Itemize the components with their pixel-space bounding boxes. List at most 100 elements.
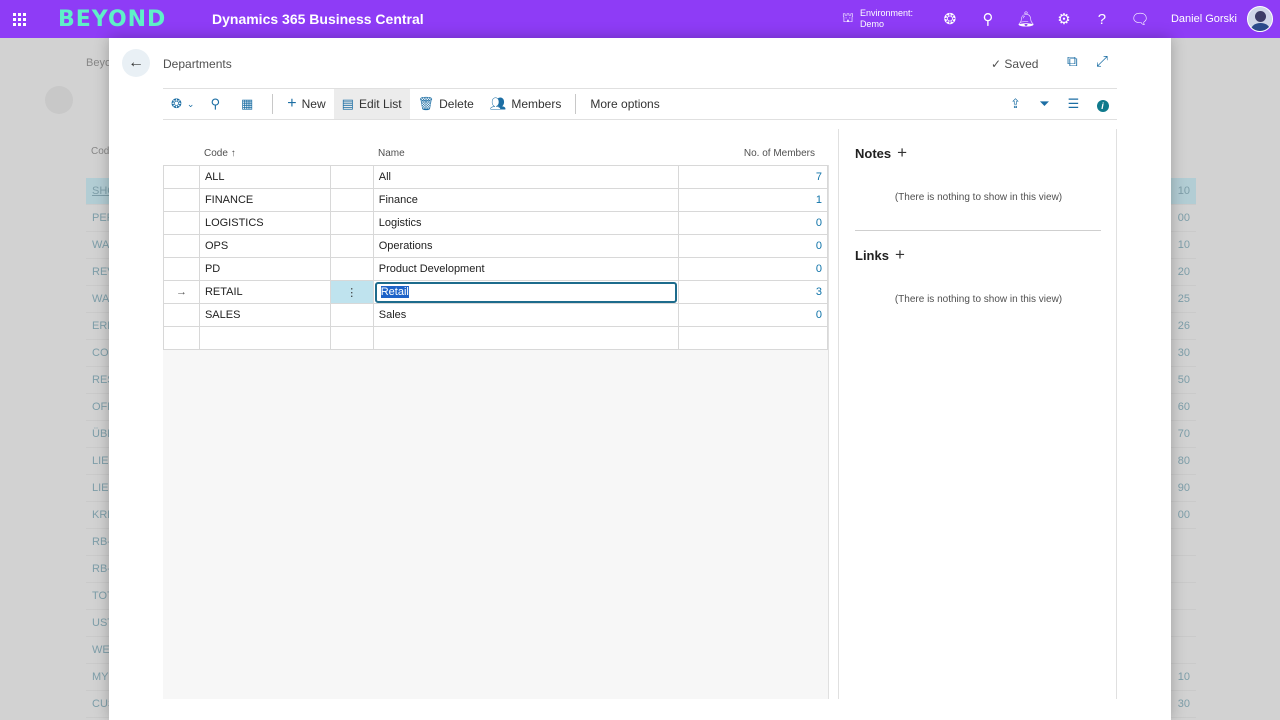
environment-value: Demo (859, 19, 884, 29)
background-row-code: WA (92, 293, 110, 305)
filter-icon[interactable]: ⏷ (1039, 96, 1050, 111)
open-new-window-icon[interactable]: ⧉ (1067, 53, 1078, 70)
empty-cell[interactable] (678, 326, 828, 350)
table-row[interactable]: PD Product Development 0 (163, 257, 828, 281)
background-row-value: 10 (1177, 239, 1190, 251)
app-launcher-icon[interactable] (0, 0, 38, 38)
sort-ascending-icon: ↑ (230, 148, 236, 159)
table-row[interactable]: FINANCE Finance 1 (163, 188, 828, 212)
links-title: Links (855, 248, 889, 263)
name-input[interactable]: Retail (374, 281, 678, 303)
list-view-icon[interactable]: ☰ (1067, 96, 1080, 111)
environment-indicator[interactable]: ⛫ Environment: Demo (842, 8, 913, 30)
layout-button[interactable]: ▦ (233, 89, 266, 119)
table-row[interactable]: SALES Sales 0 (163, 303, 828, 327)
code-cell[interactable]: OPS (198, 234, 331, 258)
empty-cell[interactable] (198, 326, 331, 350)
more-vertical-icon[interactable]: ⋮ (346, 286, 358, 299)
name-cell[interactable]: Logistics (372, 211, 680, 235)
background-row-value: 90 (1177, 482, 1190, 494)
help-icon[interactable]: ? (1097, 10, 1107, 28)
background-row-code: OFF (92, 401, 114, 413)
members-count-link[interactable]: 3 (678, 280, 828, 304)
members-count-link[interactable]: 0 (678, 257, 828, 281)
table-row[interactable]: → RETAIL ⋮ Retail 3 (163, 280, 828, 304)
app-title[interactable]: Dynamics 365 Business Central (212, 11, 424, 27)
members-count-link[interactable]: 0 (678, 234, 828, 258)
background-row-code: PER (92, 212, 115, 224)
name-cell[interactable]: Operations (372, 234, 680, 258)
name-cell[interactable]: Sales (372, 303, 680, 327)
background-row-value: 26 (1177, 320, 1190, 332)
background-row-value: 25 (1177, 293, 1190, 305)
copilot-menu-button[interactable]: ❂ ⌄ (163, 89, 202, 119)
members-button[interactable]: 👥︎ Members (482, 89, 570, 119)
bell-icon[interactable]: 🔔︎ (1016, 11, 1036, 28)
table-row[interactable]: OPS Operations 0 (163, 234, 828, 258)
code-cell[interactable]: ALL (198, 165, 331, 189)
background-row-value: 50 (1177, 374, 1190, 386)
name-cell[interactable]: Retail (372, 280, 680, 304)
background-row-code: CO (92, 347, 109, 359)
add-note-icon[interactable]: + (897, 143, 908, 162)
background-row-code: KRE (92, 509, 115, 521)
search-icon[interactable]: ⚲ (982, 11, 994, 28)
arrow-left-icon: ← (128, 54, 144, 71)
checkmark-icon: ✓ (991, 57, 1002, 71)
code-cell[interactable]: SALES (198, 303, 331, 327)
feedback-icon[interactable]: 🗨︎ (1130, 11, 1150, 28)
share-icon[interactable]: ⇪ (1010, 96, 1021, 111)
toolbar-divider (575, 94, 577, 114)
members-count-link[interactable]: 0 (678, 211, 828, 235)
empty-cell[interactable] (372, 326, 680, 350)
avatar[interactable] (1247, 6, 1273, 32)
table-row[interactable]: LOGISTICS Logistics 0 (163, 211, 828, 235)
gear-icon[interactable]: ⚙ (1057, 11, 1071, 28)
expand-icon[interactable]: ⤢ (1096, 53, 1109, 70)
search-icon: ⚲ (210, 96, 220, 111)
user-name[interactable]: Daniel Gorski (1170, 13, 1237, 25)
background-row-code: WA (92, 239, 110, 251)
table-row[interactable]: ALL All 7 (163, 165, 828, 189)
row-indicator (163, 234, 200, 258)
code-cell[interactable]: PD (198, 257, 331, 281)
name-cell[interactable]: Finance (372, 188, 680, 212)
empty-cell[interactable] (163, 326, 200, 350)
members-count-link[interactable]: 1 (678, 188, 828, 212)
empty-cell[interactable] (329, 326, 374, 350)
code-cell[interactable]: RETAIL (198, 280, 331, 304)
new-button[interactable]: + New (279, 89, 333, 119)
info-button[interactable]: i (1088, 97, 1117, 112)
background-row-code: UST (92, 617, 114, 629)
code-cell[interactable]: LOGISTICS (198, 211, 331, 235)
code-header-label: Code (204, 148, 228, 159)
name-cell[interactable]: Product Development (372, 257, 680, 281)
column-header-code[interactable]: Code ↑ (204, 148, 236, 159)
members-count-link[interactable]: 7 (678, 165, 828, 189)
saved-label: Saved (1004, 57, 1039, 71)
row-menu-cell[interactable]: ⋮ (329, 280, 374, 304)
background-row-code: ERL (92, 320, 114, 332)
add-link-icon[interactable]: + (894, 245, 905, 264)
more-options-button[interactable]: More options (582, 89, 667, 119)
background-row-code: REV (92, 266, 115, 278)
back-button[interactable]: ← (122, 49, 150, 77)
search-button[interactable]: ⚲ (202, 89, 233, 119)
row-menu-cell (329, 165, 374, 189)
edit-list-button[interactable]: ▤ Edit List (333, 89, 410, 119)
members-count-link[interactable]: 0 (678, 303, 828, 327)
departments-dialog: ← Departments ✓ Saved ⧉ ⤢ ❂ ⌄ ⚲ ▦ + New … (109, 38, 1171, 720)
copilot-icon: ❂ (171, 96, 182, 111)
code-cell[interactable]: FINANCE (198, 188, 331, 212)
edit-list-icon: ▤ (341, 96, 354, 111)
column-header-members[interactable]: No. of Members (743, 148, 815, 159)
empty-new-row[interactable] (163, 326, 828, 350)
row-indicator (163, 257, 200, 281)
layout-icon: ▦ (240, 96, 254, 111)
name-cell[interactable]: All (372, 165, 680, 189)
environment-icon: ⛫ (841, 10, 854, 25)
copilot-icon[interactable]: ❂ (943, 11, 957, 28)
departments-table: ALL All 7 FINANCE Finance 1 LOGISTICS Logistics… (163, 165, 828, 350)
column-header-name[interactable]: Name (378, 148, 405, 159)
delete-button[interactable]: 🗑︎ Delete (410, 89, 482, 119)
